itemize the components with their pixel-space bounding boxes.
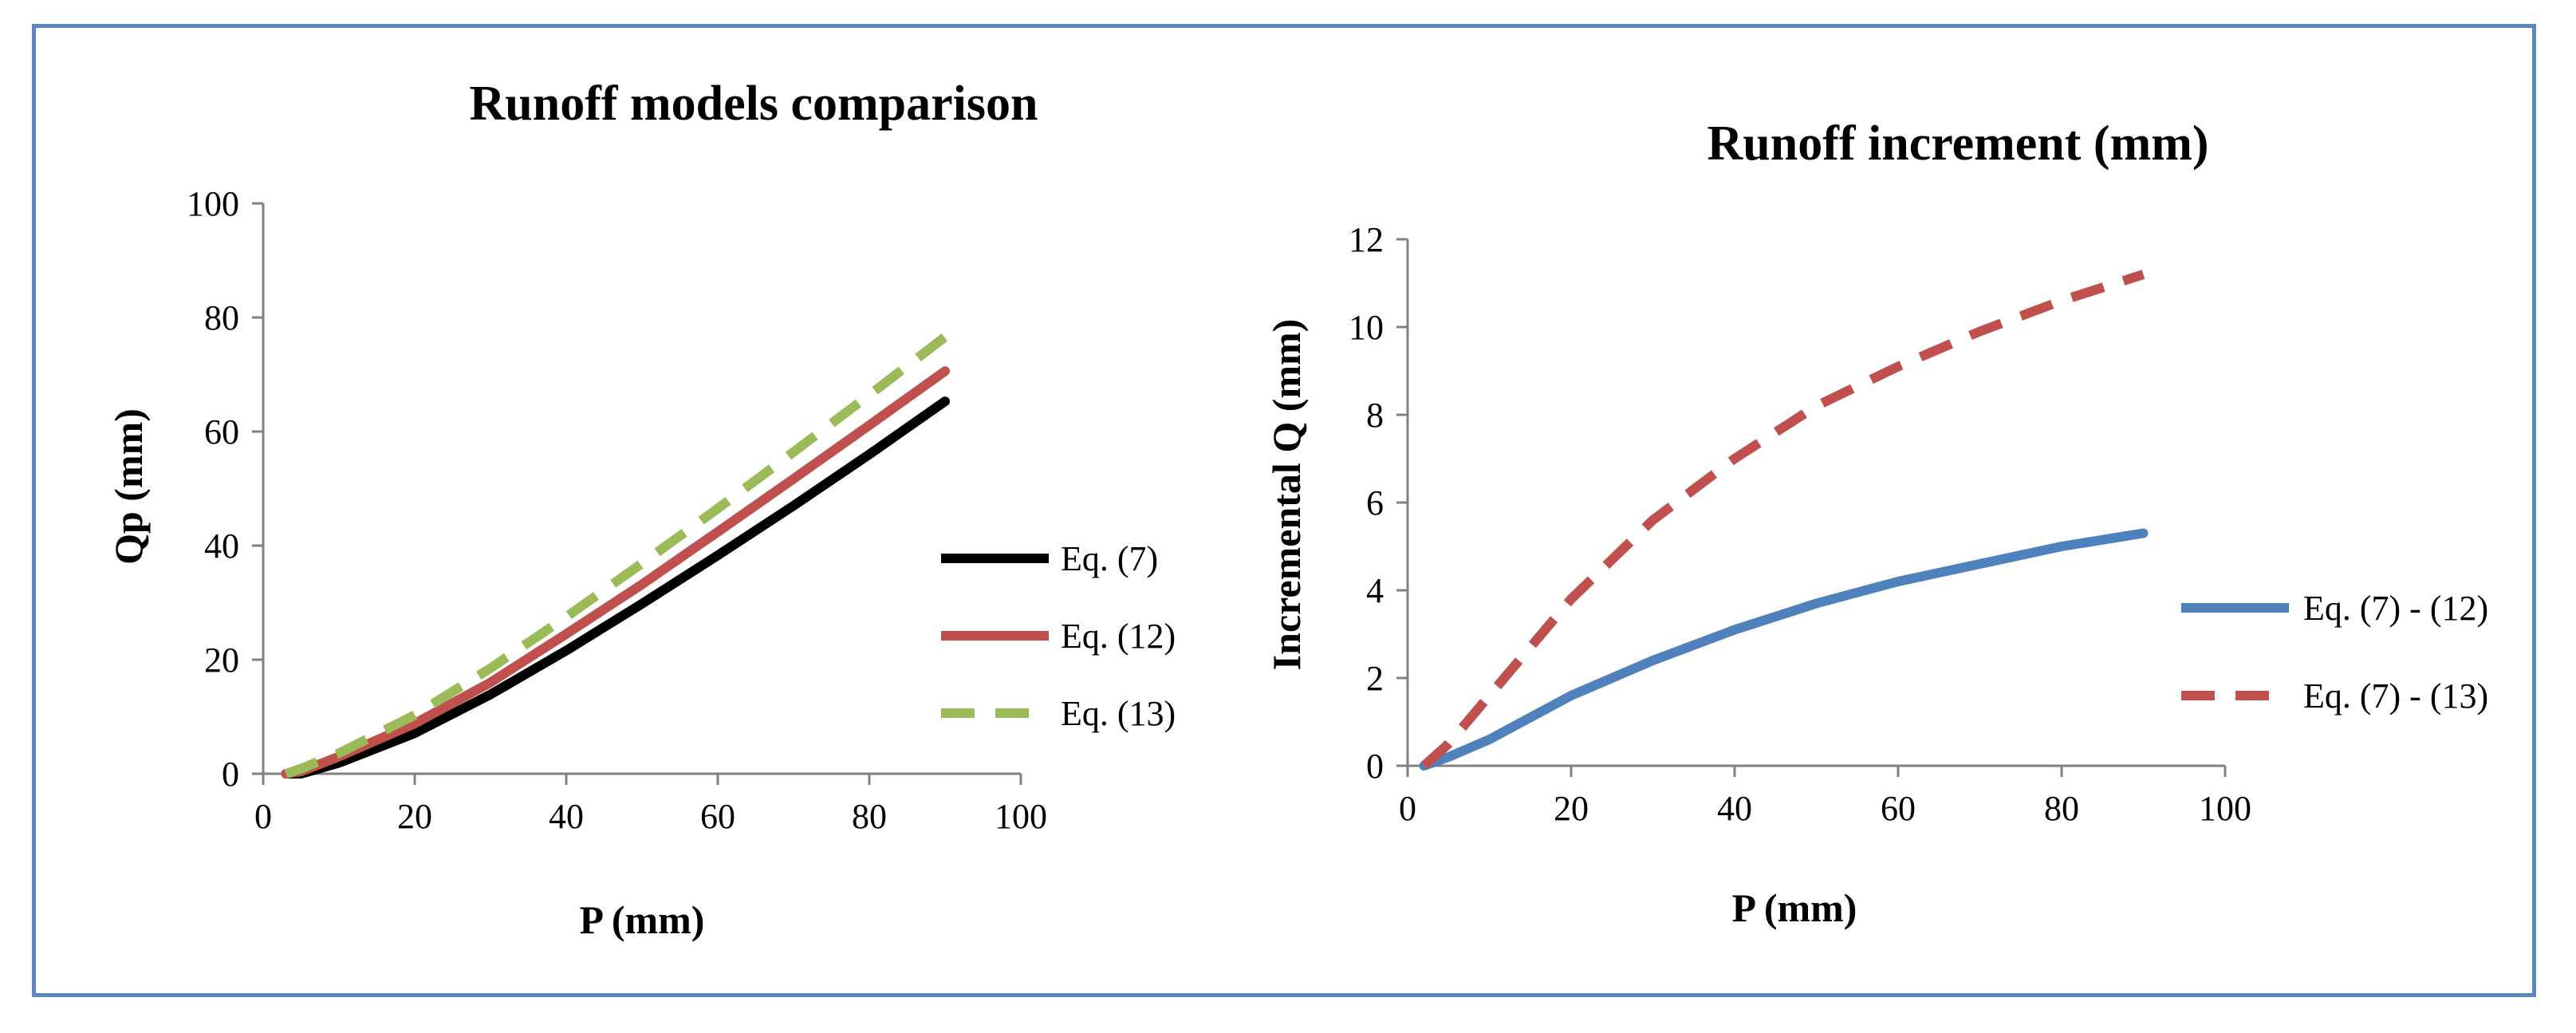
y-tick-label: 12: [1349, 220, 1384, 259]
legend-label-3: Eq. (13): [1061, 694, 1176, 733]
x-axis-title: P (mm): [580, 897, 705, 942]
legend: Eq. (7) - (12) Eq. (7) - (13): [2181, 589, 2488, 716]
y-ticks: 0 2 4 6 8 10 12: [1349, 220, 1408, 786]
x-tick-label: 0: [1399, 789, 1416, 828]
chart-title: Runoff models comparison: [469, 77, 1038, 131]
series-lines: [1419, 270, 2149, 771]
y-tick-label: 8: [1366, 396, 1384, 435]
x-ticks: 0 20 40 60 80 100: [254, 774, 1047, 836]
legend-label-2: Eq. (12): [1061, 617, 1176, 656]
x-tick-label: 20: [1554, 789, 1589, 828]
x-tick-label: 40: [1717, 789, 1752, 828]
y-tick-label: 60: [204, 412, 239, 451]
y-ticks: 0 20 40 60 80 100: [187, 184, 263, 794]
y-tick-label: 20: [204, 641, 239, 680]
legend-label-1: Eq. (7) - (12): [2303, 589, 2488, 628]
x-ticks: 0 20 40 60 80 100: [1399, 766, 2251, 828]
series-line-2: [1420, 270, 2145, 770]
x-tick-label: 60: [700, 797, 735, 836]
x-axis-title: P (mm): [1732, 885, 1857, 930]
legend-label-1: Eq. (7): [1061, 539, 1158, 578]
y-tick-label: 40: [204, 526, 239, 566]
series-line-2: [281, 366, 950, 779]
series-line-3: [284, 333, 948, 779]
chart-runoff-increment: Runoff increment (mm) P (mm) Incremental…: [1264, 116, 2488, 930]
axes: [1406, 239, 2225, 767]
series-line-1: [1419, 528, 2149, 771]
series-lines: [281, 333, 950, 779]
legend-label-2: Eq. (7) - (13): [2303, 676, 2488, 716]
y-tick-label: 6: [1366, 483, 1384, 522]
x-tick-label: 80: [852, 797, 887, 836]
y-tick-label: 2: [1366, 659, 1384, 698]
axes: [262, 203, 1021, 775]
x-tick-label: 40: [549, 797, 584, 836]
x-tick-label: 100: [2199, 789, 2251, 828]
chart-runoff-models: Runoff models comparison P (mm) Qp (mm) …: [106, 77, 1176, 942]
x-tick-label: 100: [995, 797, 1047, 836]
y-tick-label: 0: [1366, 747, 1384, 786]
series-line-1: [281, 396, 950, 779]
x-tick-label: 60: [1881, 789, 1916, 828]
y-axis-title: Incremental Q (mm): [1264, 319, 1309, 671]
x-tick-label: 20: [397, 797, 432, 836]
y-tick-label: 100: [187, 184, 239, 223]
figure-frame: [32, 24, 2536, 997]
x-tick-label: 80: [2044, 789, 2079, 828]
y-tick-label: 10: [1349, 308, 1384, 347]
x-tick-label: 0: [254, 797, 272, 836]
chart-title: Runoff increment (mm): [1707, 116, 2208, 171]
y-axis-title: Qp (mm): [106, 408, 151, 565]
y-tick-label: 0: [222, 755, 239, 794]
legend: Eq. (7) Eq. (12) Eq. (13): [941, 539, 1176, 733]
y-tick-label: 4: [1366, 571, 1384, 610]
y-tick-label: 80: [204, 298, 239, 337]
